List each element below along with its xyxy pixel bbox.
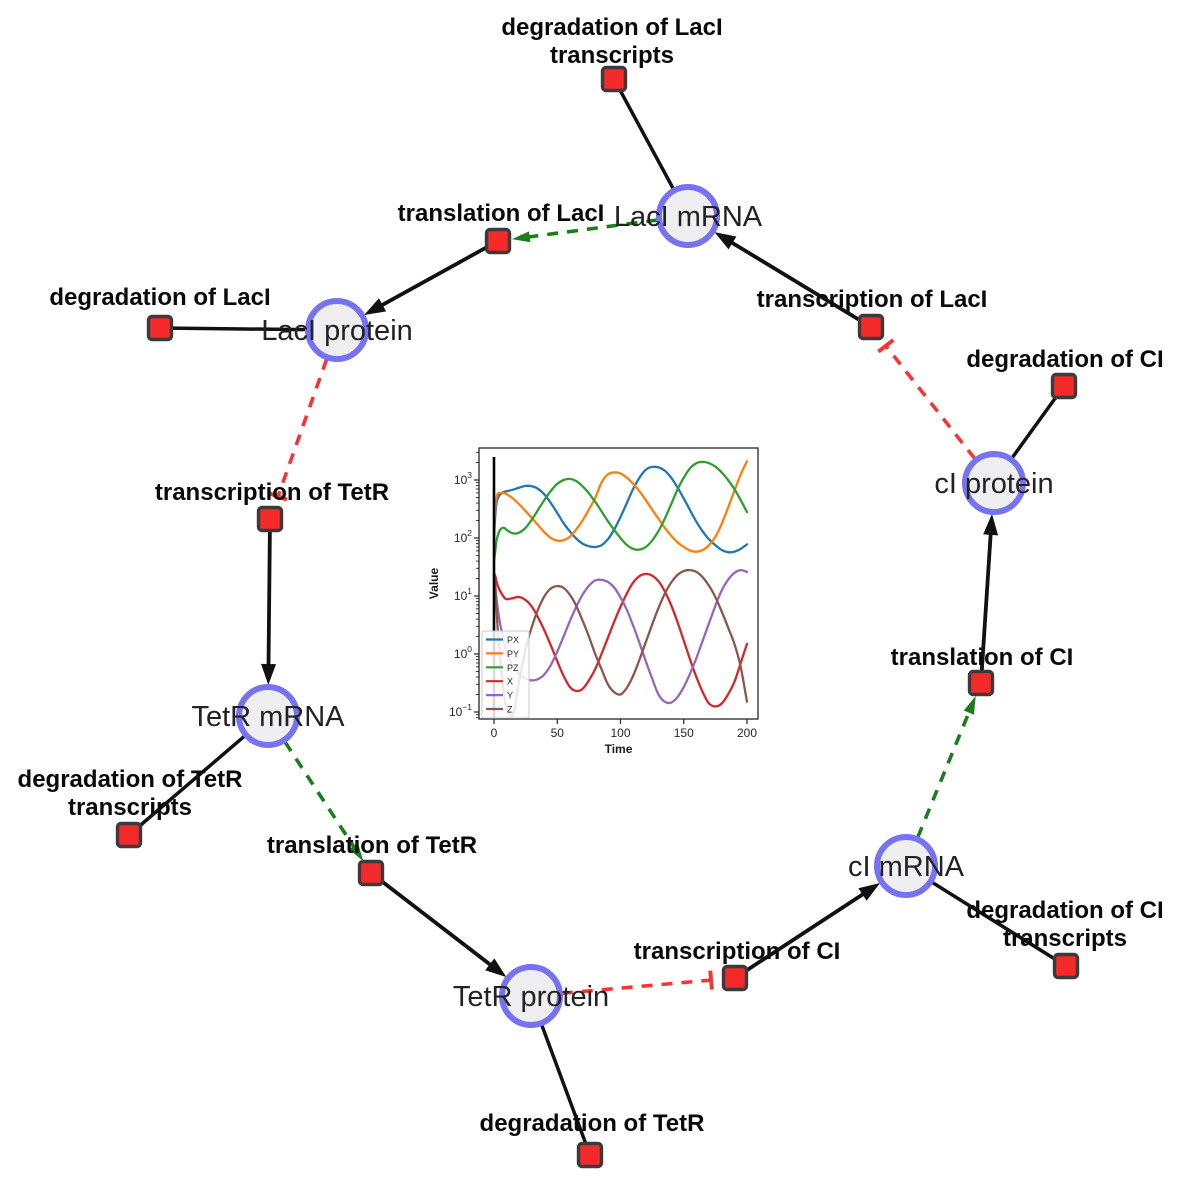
- reaction-label: transcription of CI: [634, 938, 841, 965]
- inhibition-bar-icon: [708, 970, 714, 990]
- edge-modifier-tetr_mrna-translation_tetr: [283, 740, 360, 854]
- arrowhead-icon: [983, 513, 999, 536]
- legend-label-Z: Z: [507, 705, 513, 715]
- species-node-laci_mrna[interactable]: [656, 184, 720, 248]
- y-tick-label: 100: [454, 644, 472, 661]
- species-node-laci_protein[interactable]: [305, 298, 369, 362]
- reaction-label: transcription of TetR: [155, 479, 389, 506]
- species-node-tetr_protein[interactable]: [499, 964, 563, 1028]
- modifier-arrowhead-icon: [963, 695, 976, 715]
- reaction-node-translation_laci[interactable]: [484, 227, 512, 255]
- plot-ylabel: Value: [427, 568, 441, 600]
- reaction-node-transcription_laci[interactable]: [857, 313, 885, 341]
- legend-label-PX: PX: [507, 635, 519, 645]
- species-node-tetr_mrna[interactable]: [236, 684, 300, 748]
- reaction-label: translation of LacI: [398, 200, 605, 227]
- x-tick-label: 0: [491, 726, 498, 740]
- species-nodes-layer: [236, 184, 1026, 1028]
- reaction-label: degradation of CI: [966, 897, 1163, 924]
- species-node-ci_protein[interactable]: [962, 451, 1026, 515]
- plot-series-X: [492, 571, 749, 708]
- labels-layer: degradation of LacItranscriptstranslatio…: [18, 14, 1164, 1137]
- reaction-label: translation of CI: [891, 644, 1074, 671]
- edge-production-translation_laci-laci_protein: [374, 239, 499, 311]
- plot-curves: [492, 460, 749, 718]
- arrowhead-icon: [485, 958, 507, 978]
- reaction-label: translation of TetR: [267, 832, 477, 859]
- reaction-label: degradation of TetR: [18, 766, 243, 793]
- reaction-node-transcription_ci[interactable]: [721, 964, 749, 992]
- arrowhead-icon: [858, 882, 881, 901]
- reaction-node-deg_tetr_tx[interactable]: [115, 821, 143, 849]
- arrowhead-icon: [261, 663, 277, 686]
- y-tick-label: 10−1: [449, 702, 472, 719]
- reaction-node-deg_laci[interactable]: [146, 314, 174, 342]
- edge-production-transcription_laci-laci_mrna: [724, 237, 872, 329]
- reaction-node-deg_ci[interactable]: [1050, 372, 1078, 400]
- x-tick-label: 50: [551, 726, 565, 740]
- inhibition-bar-icon: [877, 338, 895, 354]
- x-tick-label: 150: [674, 726, 694, 740]
- edge-production-transcription_tetr-tetr_mrna: [266, 518, 272, 673]
- plot-frame: [478, 447, 759, 720]
- arrowhead-icon: [364, 298, 387, 316]
- reaction-label: transcription of LacI: [757, 286, 988, 313]
- reaction-label: degradation of CI: [966, 346, 1163, 373]
- reaction-label: transcripts: [1003, 925, 1127, 952]
- simulation-plot: 0 50 100 150 20010−1100101102103TimeValuePXP…: [427, 447, 759, 756]
- species-label: LacI protein: [261, 315, 413, 347]
- arrowhead-icon: [714, 232, 737, 250]
- reaction-label: degradation of LacI: [49, 284, 270, 311]
- species-label: TetR protein: [453, 981, 609, 1013]
- legend-label-PZ: PZ: [507, 663, 519, 673]
- legend-label-X: X: [507, 677, 513, 687]
- reaction-label: transcripts: [68, 794, 192, 821]
- y-tick-label: 101: [454, 586, 472, 603]
- y-tick-label: 102: [454, 528, 472, 545]
- species-label: LacI mRNA: [614, 201, 763, 233]
- species-label: cI mRNA: [848, 851, 965, 883]
- legend-label-PY: PY: [507, 649, 519, 659]
- edge-inhibition-tetr_protein-transcription_ci: [561, 978, 712, 996]
- plot-series-Y: [492, 568, 749, 705]
- plot-series-PX: [492, 465, 749, 554]
- edge-production-transcription_ci-ci_mrna: [733, 888, 871, 980]
- plot-series-PZ: [492, 460, 749, 563]
- modifier-arrowhead-icon: [511, 231, 531, 243]
- inhibition-bar-icon: [268, 491, 288, 502]
- edge-inhibition-laci_protein-transcription_tetr: [276, 358, 329, 497]
- edge-modifier-laci_mrna-translation_laci: [521, 218, 658, 240]
- plot-series-PY: [492, 460, 749, 553]
- x-tick-label: 100: [610, 726, 630, 740]
- reaction-node-translation_ci[interactable]: [967, 669, 995, 697]
- reaction-label: transcripts: [550, 42, 674, 69]
- x-tick-label: 200: [737, 726, 757, 740]
- species-label: cI protein: [934, 468, 1053, 500]
- edge-production-translation_ci-ci_protein: [979, 526, 994, 684]
- reaction-nodes-layer: [115, 65, 1080, 1169]
- reaction-node-translation_tetr[interactable]: [357, 859, 385, 887]
- reaction-label: degradation of LacI: [501, 14, 722, 41]
- plot-legend: PX PY PZ XYZ: [481, 630, 530, 719]
- reaction-node-transcription_tetr[interactable]: [256, 505, 284, 533]
- reaction-node-deg_ci_tx[interactable]: [1052, 952, 1080, 980]
- edge-inhibition-ci_protein-transcription_laci: [884, 344, 977, 460]
- reaction-node-deg_laci_tx[interactable]: [600, 65, 628, 93]
- species-label: TetR mRNA: [191, 701, 345, 733]
- reaction-node-deg_tetr[interactable]: [576, 1141, 604, 1169]
- edge-modifier-ci_mrna-translation_ci: [916, 704, 974, 838]
- legend-label-Y: Y: [507, 691, 513, 701]
- plot-xlabel: Time: [605, 742, 633, 756]
- modifier-arrowhead-icon: [348, 843, 364, 862]
- legend-box: [481, 630, 530, 719]
- y-tick-label: 103: [454, 470, 472, 487]
- reaction-label: degradation of TetR: [480, 1110, 705, 1137]
- edge-production-translation_tetr-tetr_protein: [369, 871, 498, 971]
- plot-series-Z: [492, 568, 749, 718]
- species-node-ci_mrna[interactable]: [874, 834, 938, 898]
